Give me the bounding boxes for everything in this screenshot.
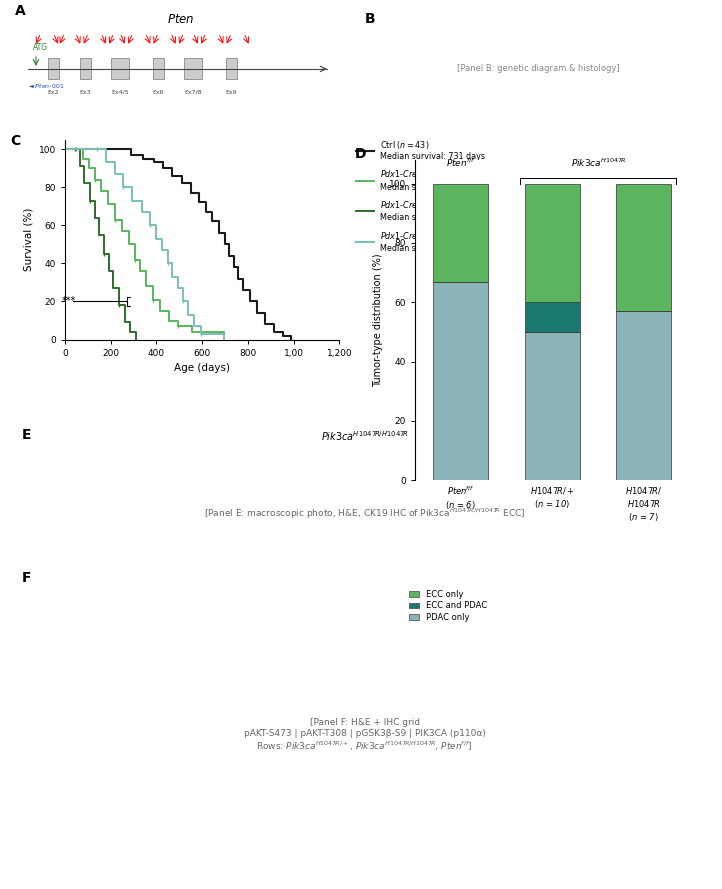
- Bar: [433, 282, 488, 480]
- Text: Ex3: Ex3: [79, 90, 91, 95]
- Text: [Panel B: genetic diagram & histology]: [Panel B: genetic diagram & histology]: [456, 64, 619, 74]
- Text: $Pten$$^{f/f}$: $Pten$$^{f/f}$: [446, 156, 476, 169]
- Text: [Panel F: H&E + IHC grid
pAKT-S473 | pAKT-T308 | pGSK3β-S9 | PIK3CA (p110α)
Rows: [Panel F: H&E + IHC grid pAKT-S473 | pAK…: [243, 718, 486, 753]
- Bar: [48, 59, 59, 79]
- Bar: [433, 184, 488, 282]
- Bar: [226, 59, 237, 79]
- Legend: Ctrl ($n$ = 43)
Median survival: 731 days, $Pdx1$-$Cre$;$Pik3ca$$^{H1047R/+}$ ($: Ctrl ($n$ = 43) Median survival: 731 day…: [353, 135, 529, 256]
- Text: Ex6: Ex6: [152, 90, 164, 95]
- Bar: [525, 332, 580, 480]
- Text: ATG: ATG: [32, 44, 48, 52]
- Text: ◄ $Pten$-001: ◄ $Pten$-001: [28, 83, 64, 91]
- Bar: [525, 302, 580, 332]
- Legend: ECC only, ECC and PDAC, PDAC only: ECC only, ECC and PDAC, PDAC only: [406, 587, 490, 625]
- Bar: [617, 311, 671, 480]
- X-axis label: Age (days): Age (days): [174, 364, 230, 373]
- Text: Ex9: Ex9: [225, 90, 237, 95]
- Bar: [79, 59, 91, 79]
- Text: D: D: [355, 148, 366, 161]
- Text: $Pik3ca$$^{H1047R/H1047R}$: $Pik3ca$$^{H1047R/H1047R}$: [321, 429, 409, 443]
- Text: B: B: [365, 12, 375, 27]
- Y-axis label: Survival (%): Survival (%): [23, 208, 33, 271]
- Text: C: C: [10, 133, 20, 148]
- Text: Ex2: Ex2: [48, 90, 59, 95]
- Text: $Pten$: $Pten$: [167, 13, 194, 27]
- Text: ***: ***: [61, 297, 76, 307]
- Y-axis label: Tumor-type distribution (%): Tumor-type distribution (%): [373, 253, 383, 387]
- Text: F: F: [22, 572, 31, 585]
- Text: Ex4/5: Ex4/5: [111, 90, 129, 95]
- Text: A: A: [15, 4, 26, 18]
- Text: Ex7/8: Ex7/8: [184, 90, 202, 95]
- Bar: [111, 59, 129, 79]
- Bar: [525, 184, 580, 302]
- Bar: [152, 59, 164, 79]
- Bar: [617, 184, 671, 311]
- Text: [Panel E: macroscopic photo, H&E, CK19 IHC of Pik3ca$^{H1047R/H1047R}$ ECC]: [Panel E: macroscopic photo, H&E, CK19 I…: [204, 506, 526, 521]
- Text: E: E: [22, 428, 31, 442]
- Text: $Pik3ca$$^{H1047R}$: $Pik3ca$$^{H1047R}$: [570, 156, 625, 169]
- Bar: [184, 59, 202, 79]
